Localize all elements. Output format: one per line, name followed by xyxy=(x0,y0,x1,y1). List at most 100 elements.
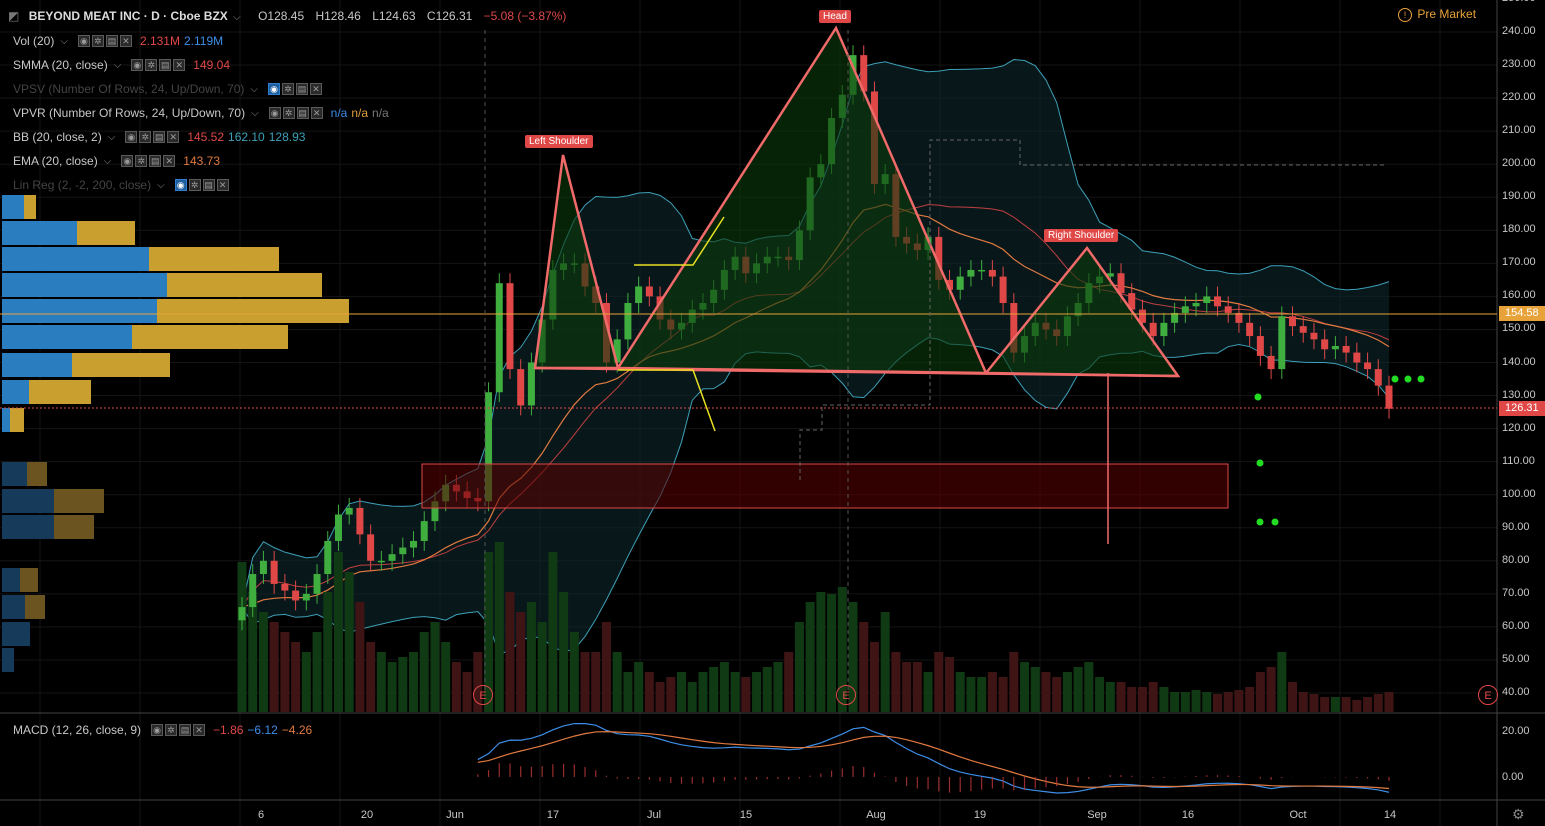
earnings-badge-2[interactable]: E xyxy=(836,685,856,705)
price-axis-label: 70.00 xyxy=(1502,586,1530,599)
indicator-legend-row[interactable]: EMA (20, close) ⌵ ◉ ✲ ▤ ✕ 143.73 xyxy=(13,153,220,169)
symbol-collapse-icon[interactable]: ◩ xyxy=(8,9,20,23)
volume-bar xyxy=(355,602,365,712)
volume-profile-down-bar xyxy=(72,353,170,377)
volume-bar xyxy=(1105,682,1115,712)
volume-bar xyxy=(280,632,290,712)
more-icon[interactable]: ▤ xyxy=(179,724,192,736)
symbol-header[interactable]: ◩ BEYOND MEAT INC · D · Cboe BZX ⌵ O128.… xyxy=(8,9,566,23)
macd-legend[interactable]: MACD (12, 26, close, 9) ◉ ✲ ▤ ✕ −1.86 −6… xyxy=(13,722,312,738)
volume-bar xyxy=(1288,682,1298,712)
indicator-value: n/a xyxy=(351,106,369,120)
settings-gear-icon[interactable]: ⚙ xyxy=(1512,806,1525,822)
volume-profile-up-bar xyxy=(2,195,24,219)
candle-body xyxy=(1117,273,1125,294)
volume-bar xyxy=(366,642,376,712)
indicator-legend-row[interactable]: VPSV (Number Of Rows, 24, Up/Down, 70) ⌵ ◉… xyxy=(13,81,326,97)
candle-body xyxy=(367,534,375,561)
more-icon[interactable]: ▤ xyxy=(296,107,309,119)
earnings-badge-1[interactable]: E xyxy=(473,685,493,705)
volume-bar xyxy=(580,652,590,712)
candle-body xyxy=(1321,339,1329,350)
price-axis-label: 110.00 xyxy=(1502,454,1535,467)
gear-icon[interactable]: ✲ xyxy=(91,35,104,47)
volume-bar xyxy=(269,622,279,712)
demand-zone-box xyxy=(421,463,1229,509)
indicator-value: n/a xyxy=(330,106,348,120)
volume-profile-down-bar xyxy=(20,568,38,592)
chevron-down-icon[interactable]: ⌵ xyxy=(233,12,241,23)
time-axis-label: Jul xyxy=(646,809,662,821)
volume-profile-up-bar xyxy=(2,353,72,377)
gear-icon[interactable]: ✲ xyxy=(139,131,152,143)
indicator-legend-row[interactable]: BB (20, close, 2) ⌵ ◉ ✲ ▤ ✕ 145.52 162.10 128.93 xyxy=(13,129,305,145)
gear-icon[interactable]: ✲ xyxy=(188,179,201,191)
eye-icon[interactable]: ◉ xyxy=(268,107,281,119)
eye-icon[interactable]: ◉ xyxy=(174,179,187,191)
volume-bar xyxy=(966,677,976,712)
eye-icon[interactable]: ◉ xyxy=(125,131,138,143)
volume-bar xyxy=(1223,692,1233,712)
candle-body xyxy=(410,540,418,548)
gear-icon[interactable]: ✲ xyxy=(282,107,295,119)
volume-profile-up-bar xyxy=(2,489,54,513)
close-icon[interactable]: ✕ xyxy=(119,35,132,47)
price-axis-label: 120.00 xyxy=(1502,421,1536,434)
chevron-down-icon[interactable]: ⌵ xyxy=(250,83,259,95)
more-icon[interactable]: ▤ xyxy=(159,59,172,71)
eye-icon[interactable]: ◉ xyxy=(268,83,281,95)
signal-dot xyxy=(1391,375,1399,383)
chevron-down-icon[interactable]: ⌵ xyxy=(103,155,112,167)
close-icon[interactable]: ✕ xyxy=(216,179,229,191)
volume-bar xyxy=(569,632,579,712)
symbol-title[interactable]: BEYOND MEAT INC · D · Cboe BZX xyxy=(28,9,228,23)
right-shoulder-label[interactable]: Right Shoulder xyxy=(1044,229,1119,242)
eye-icon[interactable]: ◉ xyxy=(131,59,144,71)
volume-bar xyxy=(794,622,804,712)
chevron-down-icon[interactable]: ⌵ xyxy=(113,59,122,71)
close-icon[interactable]: ✕ xyxy=(310,107,323,119)
close-icon[interactable]: ✕ xyxy=(163,155,176,167)
gear-icon[interactable]: ✲ xyxy=(145,59,158,71)
gear-icon[interactable]: ✲ xyxy=(135,155,148,167)
signal-dot xyxy=(1254,393,1262,401)
candle-body xyxy=(1138,309,1146,323)
more-icon[interactable]: ▤ xyxy=(149,155,162,167)
left-shoulder-label[interactable]: Left Shoulder xyxy=(525,135,593,148)
close-icon[interactable]: ✕ xyxy=(173,59,186,71)
chevron-down-icon[interactable]: ⌵ xyxy=(157,179,165,191)
volume-bar xyxy=(709,667,719,712)
volume-bar xyxy=(1062,672,1072,712)
close-icon[interactable]: ✕ xyxy=(167,131,180,143)
eye-icon[interactable]: ◉ xyxy=(121,155,134,167)
more-icon[interactable]: ▤ xyxy=(105,35,118,47)
close-icon[interactable]: ✕ xyxy=(193,724,206,736)
candle-body xyxy=(302,593,310,601)
gear-icon[interactable]: ✲ xyxy=(165,724,178,736)
head-label[interactable]: Head xyxy=(819,10,851,23)
indicator-legend-row[interactable]: VPVR (Number Of Rows, 24, Up/Down, 70) ⌵ ◉… xyxy=(13,105,389,121)
candle-body xyxy=(1256,336,1264,356)
candle-body xyxy=(624,303,632,340)
candle-body xyxy=(259,560,267,575)
chevron-down-icon[interactable]: ⌵ xyxy=(251,107,259,119)
eye-icon[interactable]: ◉ xyxy=(77,35,90,47)
gear-icon[interactable]: ✲ xyxy=(282,83,295,95)
more-icon[interactable]: ▤ xyxy=(153,131,166,143)
close-icon[interactable]: ✕ xyxy=(310,83,323,95)
indicator-legend-row[interactable]: SMMA (20, close) ⌵ ◉ ✲ ▤ ✕ 149.04 xyxy=(13,57,230,73)
chevron-down-icon[interactable]: ⌵ xyxy=(60,35,68,47)
indicator-legend-row[interactable]: Vol (20) ⌵ ◉ ✲ ▤ ✕ 2.131M 2.119M xyxy=(13,33,223,49)
volume-bar xyxy=(944,657,954,712)
chevron-down-icon[interactable]: ⌵ xyxy=(107,131,116,143)
volume-bar xyxy=(773,662,783,712)
time-axis-label: 16 xyxy=(1181,809,1195,821)
indicator-legend-row[interactable]: Lin Reg (2, -2, 200, close) ⌵ ◉ ✲ ▤ ✕ xyxy=(13,177,233,193)
neckline-price-tag: 154.58 xyxy=(1499,306,1545,321)
pre-market-status[interactable]: ! Pre Market xyxy=(1398,7,1476,22)
earnings-badge-3[interactable]: E xyxy=(1478,685,1498,705)
more-icon[interactable]: ▤ xyxy=(202,179,215,191)
eye-icon[interactable]: ◉ xyxy=(151,724,164,736)
more-icon[interactable]: ▤ xyxy=(296,83,309,95)
